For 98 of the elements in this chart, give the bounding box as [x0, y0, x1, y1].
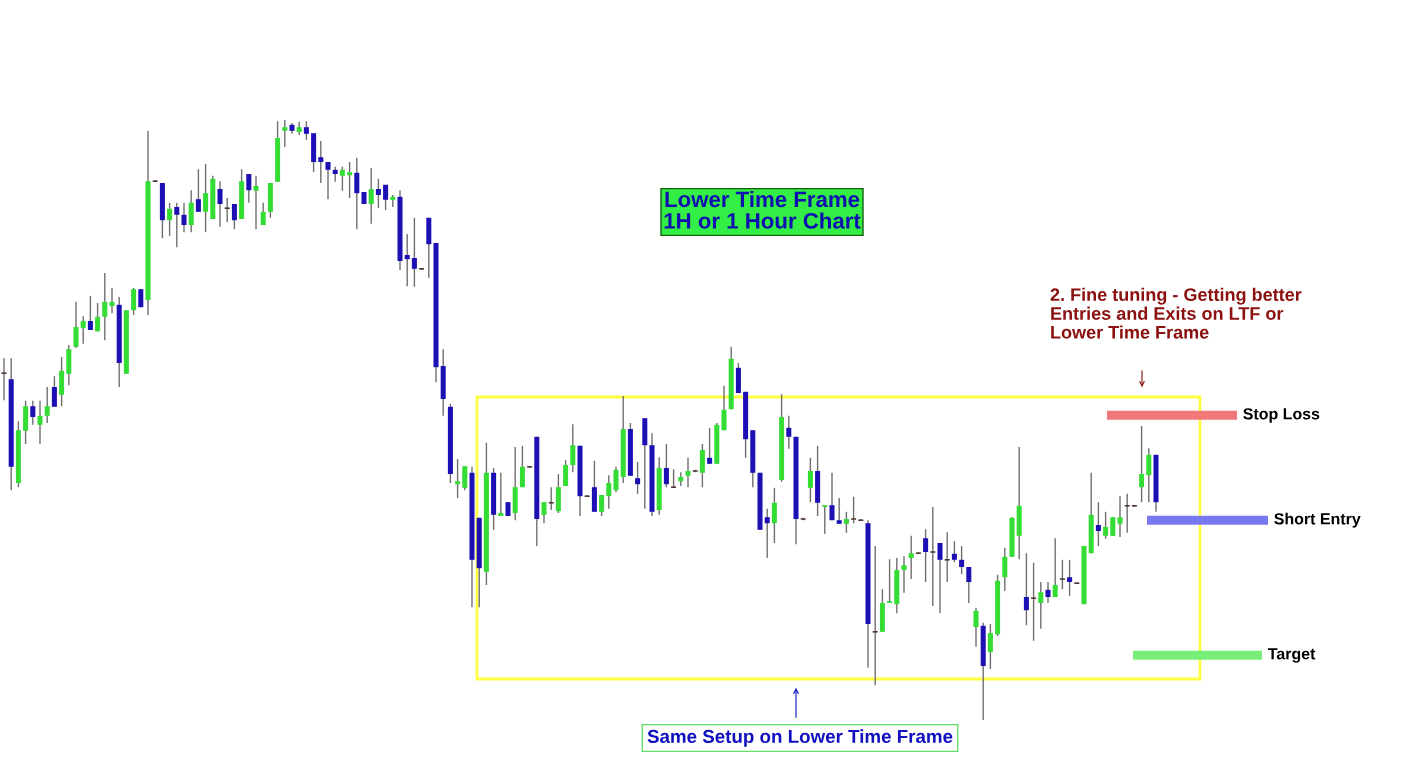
- candlestick: [671, 468, 677, 489]
- candlestick: [203, 163, 209, 233]
- candlestick: [95, 302, 101, 333]
- candlestick: [1139, 425, 1145, 503]
- text: Same Setup on Lower Time Frame: [647, 729, 953, 747]
- candlestick: [325, 161, 331, 200]
- candlestick: [1110, 516, 1116, 537]
- candlestick: [1038, 581, 1044, 630]
- candlestick: [843, 511, 849, 534]
- candlestick: [555, 473, 561, 514]
- candlestick: [246, 173, 252, 204]
- candlestick: [498, 472, 504, 517]
- candlestick: [462, 465, 468, 491]
- candlestick: [1067, 559, 1073, 597]
- candlestick: [966, 566, 972, 604]
- candlestick: [347, 161, 353, 199]
- candlestick: [548, 486, 554, 511]
- candlestick: [1045, 581, 1051, 604]
- candlestick: [44, 386, 50, 424]
- candlestick: [282, 119, 288, 148]
- candlestick: [519, 445, 525, 488]
- candlestick: [635, 461, 641, 495]
- candlestick: [253, 175, 259, 230]
- candlestick: [822, 504, 828, 535]
- candlestick: [224, 197, 230, 223]
- annotation: 2. Fine tuning - Getting better Entries and Exits on LTF or Lower Time Frame: [1050, 287, 1302, 339]
- candlestick: [181, 202, 187, 233]
- candlestick: [807, 457, 813, 503]
- candlestick: [217, 180, 223, 228]
- candlestick: [973, 607, 979, 648]
- candlestick: [563, 459, 569, 487]
- candlestick: [174, 202, 180, 248]
- candlestick: [1, 357, 7, 401]
- candlestick: [937, 542, 943, 614]
- candlestick: [303, 120, 309, 141]
- candlestick: [707, 427, 713, 465]
- candlestick: [951, 540, 957, 563]
- candlestick: [102, 272, 108, 341]
- candlestick: [613, 466, 619, 493]
- candlestick: [764, 508, 770, 559]
- candlestick: [231, 203, 237, 230]
- candlestick: [1095, 501, 1101, 547]
- candlestick: [541, 501, 547, 524]
- candlestick: [318, 140, 324, 184]
- candlestick: [663, 443, 669, 488]
- candlestick: [455, 458, 461, 499]
- candlestick: [383, 184, 389, 211]
- candlestick: [923, 528, 929, 583]
- candlestick: [375, 178, 381, 209]
- candlestick: [188, 189, 194, 233]
- candlestick: [786, 415, 792, 450]
- candlestick: [131, 287, 137, 316]
- candlestick: [836, 497, 842, 525]
- candlestick: [59, 356, 65, 407]
- candlestick: [959, 545, 965, 575]
- candlestick: [829, 472, 835, 521]
- candlestick: [1124, 493, 1130, 534]
- candlestick: [30, 400, 36, 426]
- candlestick: [1117, 495, 1123, 538]
- candlestick: [404, 233, 410, 287]
- candlestick: [699, 443, 705, 488]
- candlestick: [109, 287, 115, 314]
- candlestick: [51, 375, 57, 408]
- candlestick: [339, 166, 345, 192]
- candlestick: [901, 555, 907, 594]
- candlestick: [685, 457, 691, 488]
- candlestick: [930, 506, 936, 607]
- ref-line-label: Stop Loss: [1243, 408, 1320, 423]
- candlestick: [606, 474, 612, 510]
- candlestick: [987, 623, 993, 670]
- candlestick: [944, 531, 950, 583]
- candlestick: [872, 545, 878, 686]
- candlestick: [1031, 562, 1037, 642]
- ref-line-label: Short Entry: [1274, 512, 1361, 528]
- candlestick: [771, 487, 777, 544]
- candlestick: [411, 217, 417, 288]
- text: Lower Time Frame 1H or 1 Hour Chart: [664, 190, 861, 229]
- candlestick: [37, 400, 43, 445]
- candlestick: [195, 168, 201, 213]
- candlestick: [1002, 547, 1008, 592]
- candlestick: [599, 494, 605, 517]
- ref-line-label: Target: [1267, 648, 1316, 663]
- candlestick: [1052, 537, 1058, 598]
- candlestick: [851, 496, 857, 524]
- candlestick: [80, 315, 86, 345]
- candlestick: [1059, 559, 1065, 590]
- candlestick: [73, 301, 79, 349]
- candlestick: [570, 423, 576, 473]
- candlestick: [1023, 552, 1029, 626]
- candlestick: [721, 385, 727, 431]
- candlestick: [87, 295, 93, 331]
- candlestick: [167, 202, 173, 237]
- candlestick: [887, 558, 893, 604]
- candlestick: [368, 167, 374, 225]
- candlestick: [908, 535, 914, 580]
- candlestick: [1146, 447, 1152, 503]
- candlestick: [354, 157, 360, 230]
- candlestick: [1103, 511, 1109, 540]
